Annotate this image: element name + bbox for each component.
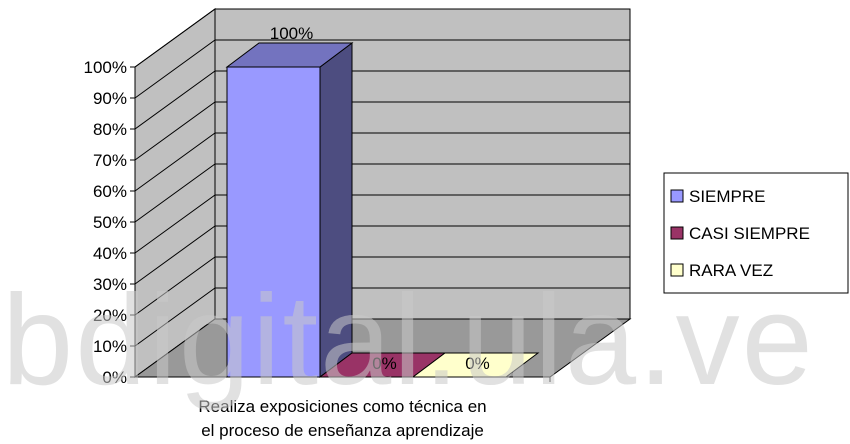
data-label: 100% — [270, 24, 313, 43]
gridline — [134, 163, 630, 223]
data-labels: 100% 0% 0% — [270, 24, 490, 373]
bar-siempre — [225, 42, 354, 378]
legend-label: CASI SIEMPRE — [689, 224, 810, 243]
gridline — [134, 287, 630, 347]
gridline — [134, 225, 630, 285]
legend-swatch — [670, 189, 684, 203]
watermark: bdigital.ula.ve — [2, 269, 815, 412]
bar-rara-vez — [411, 352, 540, 378]
legend-swatch — [670, 263, 684, 277]
y-tick-label: 20% — [93, 306, 127, 325]
gridline — [134, 256, 630, 316]
legend-item: CASI SIEMPRE — [670, 224, 810, 243]
y-tick-label: 50% — [93, 213, 127, 232]
legend-swatch — [670, 226, 684, 240]
gridline — [134, 194, 630, 254]
y-tick-label: 100% — [84, 58, 127, 77]
value-axis: 0% 10% 20% 30% 40% 50% 60% 70% 80% 90% 100% — [84, 58, 551, 387]
legend-item: RARA VEZ — [670, 261, 773, 280]
legend-box — [663, 172, 849, 294]
y-tick-label: 30% — [93, 275, 127, 294]
legend: SIEMPRE CASI SIEMPRE RARA VEZ — [663, 172, 849, 294]
y-tick-label: 0% — [102, 368, 127, 387]
data-label: 0% — [465, 354, 490, 373]
gridline — [134, 39, 630, 99]
y-tick-label: 70% — [93, 151, 127, 170]
gridline — [134, 8, 630, 68]
bar-top — [225, 42, 354, 68]
y-tick-label: 10% — [93, 337, 127, 356]
gridline — [134, 132, 630, 192]
legend-item: SIEMPRE — [670, 187, 766, 206]
gridline — [134, 101, 630, 161]
bar-top — [411, 352, 540, 378]
category-label: Realiza exposiciones como técnica en el p… — [198, 397, 486, 440]
legend-label: RARA VEZ — [689, 261, 773, 280]
y-tick-label: 80% — [93, 120, 127, 139]
y-tick-label: 60% — [93, 182, 127, 201]
data-label: 0% — [372, 354, 397, 373]
y-tick-label: 40% — [93, 244, 127, 263]
legend-label: SIEMPRE — [689, 187, 766, 206]
bars — [225, 42, 540, 378]
gridline — [134, 70, 630, 130]
y-tick-label: 90% — [93, 89, 127, 108]
category-label-line: Realiza exposiciones como técnica en — [198, 397, 486, 416]
category-label-line: el proceso de enseñanza aprendizaje — [201, 421, 484, 440]
